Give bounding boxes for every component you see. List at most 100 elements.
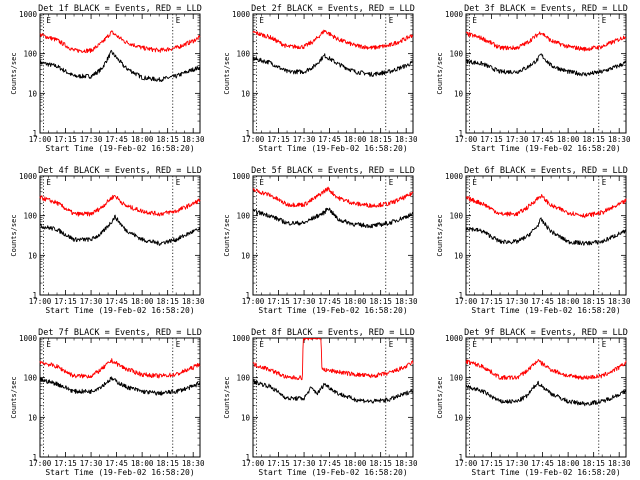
panel-7: Det 7f BLACK = Events, RED = LLD 1 10 100 10… [10,328,205,477]
y-tick-label: 100 [23,212,37,221]
x-tick-label: 17:30 [506,459,529,468]
panel-title: Det 6f BLACK = Events, RED = LLD [464,166,628,176]
x-tick-label: 17:15 [480,297,503,306]
x-tick-label: 17:15 [54,135,77,144]
x-tick-label: 17:00 [455,459,478,468]
x-tick-label: 18:00 [344,135,367,144]
series-lld [465,193,627,219]
series-events [465,53,627,77]
y-tick-label: 1 [32,453,37,462]
plot-frame [465,337,627,458]
x-tick-label: 17:00 [242,297,265,306]
x-tick-label: 18:00 [344,459,367,468]
event-marker-label: E [46,178,51,187]
x-tick-label: 17:45 [318,135,341,144]
x-tick-label: 17:45 [105,135,128,144]
series-events [252,207,414,229]
x-tick-label: 18:30 [182,297,205,306]
y-tick-label: 10 [454,413,464,422]
panel-title: Det 3f BLACK = Events, RED = LLD [464,4,628,14]
event-marker-label: E [259,340,264,349]
x-tick-label: 17:45 [318,459,341,468]
panel-5: Det 5f BLACK = Events, RED = LLD 1 10 100 10… [223,166,418,315]
event-marker-label: E [389,178,394,187]
x-axis-label: Start Time (19-Feb-02 16:58:20) [45,144,194,153]
y-tick-label: 1000 [19,172,38,181]
event-marker-label: E [602,178,607,187]
x-tick-label: 17:30 [506,297,529,306]
x-tick-label: 17:15 [54,297,77,306]
x-tick-label: 17:45 [531,459,554,468]
panel-4: Det 4f BLACK = Events, RED = LLD 1 10 100 10… [10,166,205,315]
series-events [465,380,627,407]
series-lld [39,30,201,54]
event-marker-label: E [176,178,181,187]
series-lld [252,29,414,50]
event-marker-label: E [472,340,477,349]
x-tick-label: 18:15 [369,297,392,306]
y-tick-label: 10 [28,251,38,260]
x-tick-label: 18:30 [608,297,631,306]
y-tick-label: 1000 [445,10,464,19]
x-tick-label: 17:45 [531,135,554,144]
y-axis-label: Counts/sec [436,376,444,418]
x-tick-label: 18:15 [582,297,605,306]
x-axis-label: Start Time (19-Feb-02 16:58:20) [471,468,620,477]
y-tick-label: 1 [458,453,463,462]
event-marker-label: E [602,16,607,25]
x-tick-label: 18:30 [395,459,418,468]
panel-title: Det 8f BLACK = Events, RED = LLD [251,328,415,338]
y-tick-label: 1000 [232,334,251,343]
x-tick-label: 17:15 [480,459,503,468]
x-tick-label: 17:15 [267,135,290,144]
y-tick-label: 10 [454,251,464,260]
y-tick-label: 1000 [445,172,464,181]
y-tick-label: 1000 [232,10,251,19]
y-tick-label: 100 [236,212,250,221]
panel-title: Det 7f BLACK = Events, RED = LLD [38,328,202,338]
y-tick-label: 100 [23,374,37,383]
y-tick-label: 10 [241,413,251,422]
event-marker-label: E [389,340,394,349]
panel-title: Det 4f BLACK = Events, RED = LLD [38,166,202,176]
x-tick-label: 17:45 [318,297,341,306]
x-tick-label: 18:30 [608,135,631,144]
x-tick-label: 18:15 [582,135,605,144]
y-tick-label: 100 [449,50,463,59]
panel-3: Det 3f BLACK = Events, RED = LLD 1 10 100 10… [436,4,631,153]
y-tick-label: 10 [241,251,251,260]
x-tick-label: 17:00 [455,135,478,144]
y-axis-label: Counts/sec [223,52,231,94]
x-tick-label: 17:30 [293,135,316,144]
x-tick-label: 18:15 [156,459,179,468]
x-tick-label: 17:30 [80,297,103,306]
panel-title: Det 5f BLACK = Events, RED = LLD [251,166,415,176]
x-tick-label: 17:15 [54,459,77,468]
y-axis-label: Counts/sec [10,214,18,256]
x-tick-label: 17:00 [242,135,265,144]
series-lld [252,338,414,381]
x-tick-label: 17:00 [455,297,478,306]
y-tick-label: 1 [32,291,37,300]
plot-frame [39,13,201,134]
x-tick-label: 17:30 [293,459,316,468]
x-tick-label: 17:00 [29,297,52,306]
plot-frame [465,175,627,296]
panel-6: Det 6f BLACK = Events, RED = LLD 1 10 100 10… [436,166,631,315]
event-marker-label: E [176,340,181,349]
plot-frame [252,175,414,296]
x-tick-label: 17:15 [267,459,290,468]
event-marker-label: E [389,16,394,25]
series-lld [465,31,627,52]
x-tick-label: 17:15 [267,297,290,306]
y-tick-label: 1000 [445,334,464,343]
series-lld [252,186,414,208]
event-marker-label: E [176,16,181,25]
x-tick-label: 18:15 [156,297,179,306]
y-axis-label: Counts/sec [223,214,231,256]
y-tick-label: 1 [245,129,250,138]
y-tick-label: 1 [245,291,250,300]
plot-frame [252,337,414,458]
x-tick-label: 17:00 [29,135,52,144]
x-tick-label: 17:00 [242,459,265,468]
